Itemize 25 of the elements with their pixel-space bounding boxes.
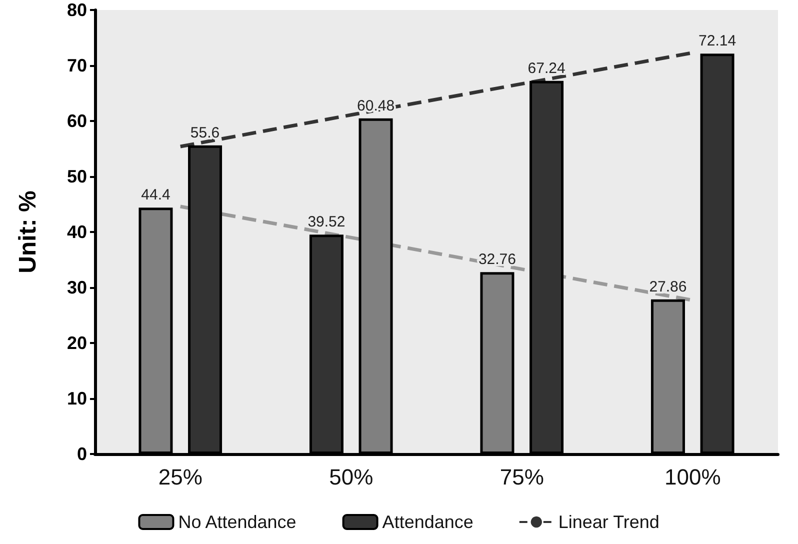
data-label: 39.52 — [308, 214, 346, 231]
y-axis-title: Unit: % — [14, 190, 42, 274]
y-tick-label: 80 — [66, 0, 87, 20]
y-tick-label: 40 — [66, 222, 87, 242]
y-tick-label: 0 — [76, 444, 87, 464]
x-tick-label: 100% — [664, 464, 721, 490]
x-tick-label: 50% — [329, 464, 374, 490]
y-tick-label: 10 — [66, 388, 87, 408]
legend-label: No Attendance — [178, 512, 296, 532]
data-label: 44.4 — [141, 186, 170, 204]
legend-label: Linear Trend — [558, 512, 660, 532]
data-label: 32.76 — [478, 251, 516, 268]
y-tick-label: 30 — [66, 278, 87, 298]
data-label: 27.86 — [649, 278, 687, 296]
data-label: 72.14 — [698, 32, 736, 50]
y-tick-label: 60 — [66, 111, 87, 131]
legend-label: Attendance — [382, 512, 474, 532]
data-label: 55.6 — [190, 124, 220, 142]
y-tick-label: 70 — [66, 56, 87, 76]
y-tick-label: 50 — [66, 166, 87, 186]
y-tick-label: 20 — [66, 333, 87, 353]
data-label: 67.24 — [528, 60, 566, 77]
x-tick-label: 25% — [158, 464, 202, 490]
data-label: 60.48 — [357, 97, 395, 114]
x-tick-label: 75% — [500, 464, 544, 490]
